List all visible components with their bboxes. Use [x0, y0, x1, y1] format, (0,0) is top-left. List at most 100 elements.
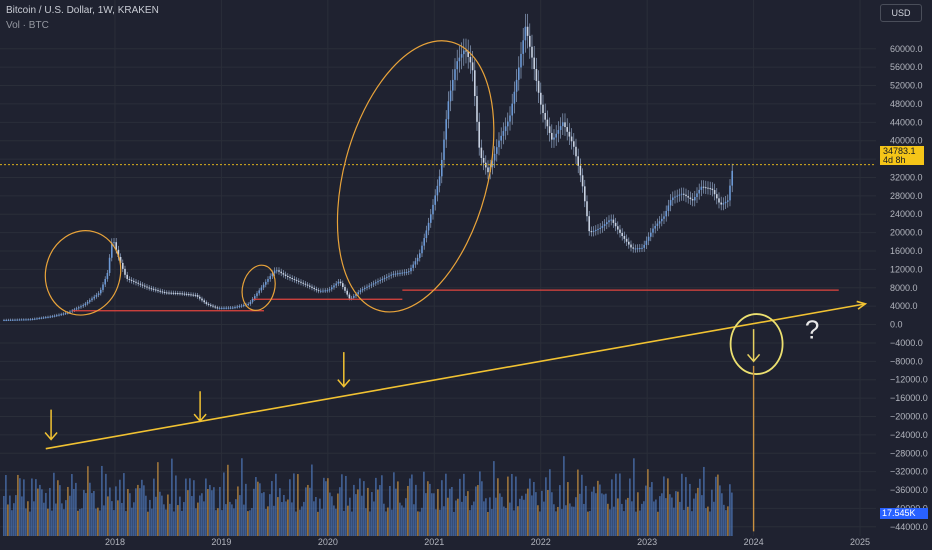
- volume-bar: [441, 480, 443, 536]
- candle: [82, 305, 84, 307]
- volume-bar: [215, 510, 217, 536]
- volume-bar: [287, 499, 289, 536]
- candle: [174, 292, 177, 294]
- volume-bar: [507, 476, 509, 536]
- candle: [27, 319, 29, 321]
- candle: [535, 69, 538, 81]
- x-axis-tick-label: 2020: [318, 537, 338, 547]
- candle: [484, 162, 487, 168]
- candle: [594, 229, 597, 231]
- candle: [51, 316, 54, 318]
- candle: [487, 167, 489, 173]
- candle: [619, 229, 621, 233]
- volume-bar: [321, 508, 323, 536]
- volume-bar: [121, 502, 123, 536]
- candle: [264, 281, 267, 285]
- y-axis-tick-label: 28000.0: [890, 191, 923, 201]
- volume-bar: [255, 477, 257, 536]
- volume-indicator-label[interactable]: Vol · BTC: [6, 20, 49, 31]
- volume-bar: [185, 478, 187, 536]
- volume-bar: [671, 497, 673, 536]
- volume-bar: [345, 475, 347, 536]
- volume-bar: [83, 489, 85, 536]
- volume-bar: [139, 488, 141, 536]
- volume-bar: [721, 493, 723, 536]
- candle: [553, 137, 555, 140]
- volume-bar: [621, 503, 623, 536]
- candle: [326, 290, 329, 292]
- volume-bar: [527, 488, 529, 536]
- candle: [509, 115, 511, 122]
- candle: [647, 236, 650, 241]
- candle: [271, 273, 274, 277]
- candle: [698, 189, 700, 194]
- volume-bar: [239, 495, 241, 536]
- candle: [172, 292, 175, 294]
- candle: [601, 226, 604, 228]
- candle: [344, 286, 346, 291]
- candle: [306, 284, 309, 286]
- candle: [163, 292, 166, 294]
- candle: [385, 276, 388, 278]
- candle: [401, 272, 403, 274]
- candle: [86, 301, 89, 304]
- volume-bar: [467, 491, 469, 536]
- candle: [71, 310, 73, 312]
- volume-bar: [113, 510, 115, 536]
- volume-bar: [33, 501, 35, 536]
- volume-bar: [619, 473, 621, 536]
- volume-bar: [181, 510, 183, 536]
- candle: [588, 216, 590, 232]
- candle: [251, 298, 254, 302]
- candle: [5, 319, 7, 321]
- volume-histogram: [3, 456, 733, 536]
- volume-bar: [623, 511, 625, 536]
- volume-bar: [385, 511, 387, 536]
- candle: [693, 197, 696, 201]
- candle: [432, 204, 434, 215]
- candle: [273, 270, 276, 274]
- volume-bar: [47, 508, 49, 536]
- volume-bar: [709, 511, 711, 536]
- candle: [194, 294, 197, 296]
- volume-bar: [403, 507, 405, 536]
- volume-bar: [387, 507, 389, 536]
- volume-bar: [91, 493, 93, 536]
- candle: [542, 104, 544, 113]
- candle: [548, 126, 551, 133]
- candle: [44, 317, 47, 319]
- volume-bar: [273, 505, 275, 536]
- volume-bar: [501, 496, 503, 536]
- volume-bar: [365, 508, 367, 536]
- candle: [526, 26, 529, 36]
- candle: [539, 92, 542, 105]
- candle: [656, 223, 659, 226]
- candle: [262, 284, 265, 288]
- currency-button[interactable]: USD: [880, 4, 922, 22]
- candle: [445, 119, 447, 140]
- volume-bar: [29, 511, 31, 536]
- volume-bar: [319, 498, 321, 536]
- candle: [374, 282, 377, 284]
- volume-bar: [329, 492, 331, 536]
- candle: [682, 193, 685, 195]
- volume-bar: [257, 481, 259, 536]
- volume-bar: [247, 511, 249, 536]
- volume-bar: [531, 495, 533, 536]
- candle: [531, 46, 533, 58]
- volume-bar: [25, 508, 27, 536]
- candle: [388, 275, 390, 277]
- candle: [731, 170, 733, 186]
- volume-bar: [177, 505, 179, 536]
- candle: [289, 277, 291, 279]
- volume-bar: [371, 492, 373, 536]
- volume-bar: [585, 485, 587, 536]
- candle: [586, 201, 588, 217]
- volume-bar: [459, 478, 461, 536]
- annotation-ellipse: [336, 40, 495, 313]
- candle: [702, 186, 705, 188]
- candle: [308, 285, 311, 287]
- candle: [14, 319, 16, 321]
- volume-bar: [447, 497, 449, 536]
